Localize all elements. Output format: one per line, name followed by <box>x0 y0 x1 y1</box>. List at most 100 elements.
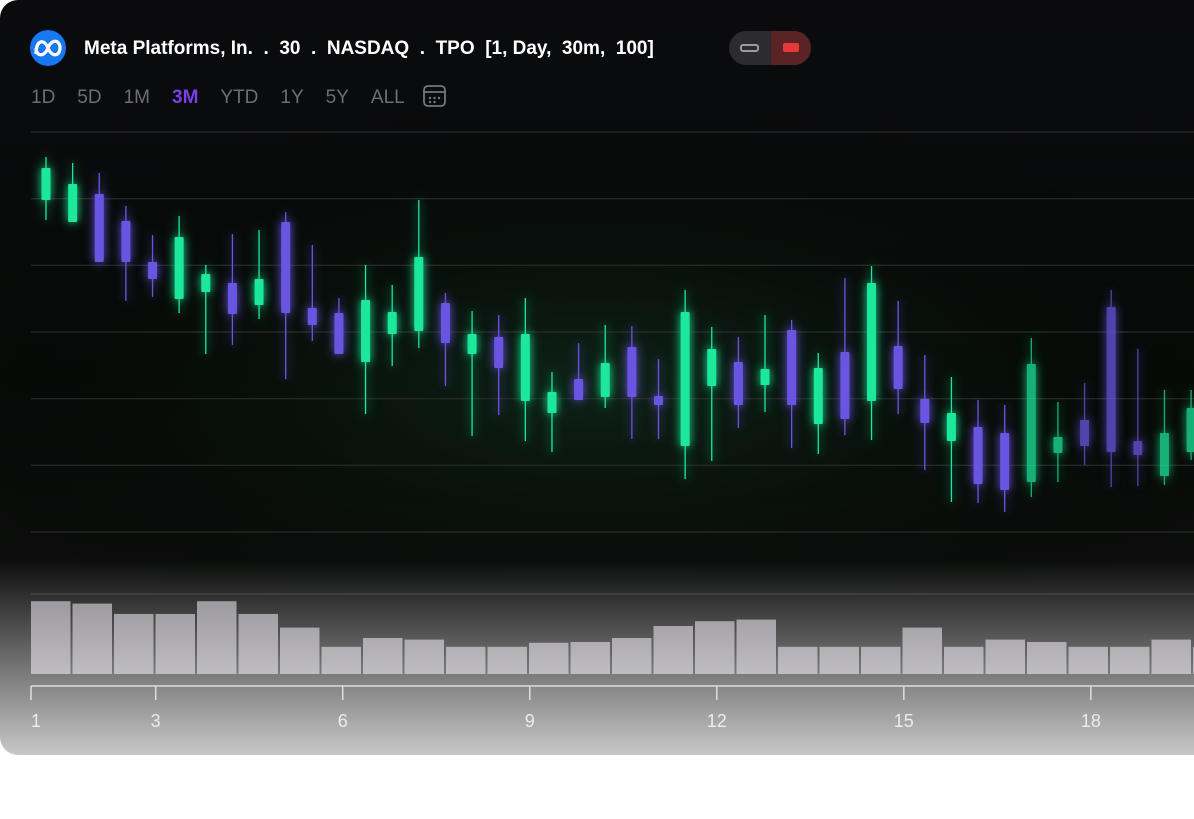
candle-body <box>1000 433 1010 490</box>
candle-body <box>121 221 131 262</box>
candle-body <box>1106 307 1116 452</box>
candle-body <box>41 168 51 200</box>
candle-body <box>787 330 797 405</box>
candle-body <box>361 300 371 362</box>
toggle[interactable] <box>729 31 811 65</box>
candle-body <box>334 313 344 354</box>
candle-body <box>867 283 877 401</box>
candle-body <box>973 427 983 484</box>
candle <box>946 377 956 502</box>
candle-body <box>760 369 770 385</box>
fade-overlay <box>0 560 1194 814</box>
candle <box>494 315 504 415</box>
candle <box>867 266 877 440</box>
range-tab[interactable]: 5Y <box>326 87 350 108</box>
candle-body <box>68 184 78 222</box>
candle-body <box>707 349 717 386</box>
candle <box>840 278 850 435</box>
range-tab[interactable]: 1Y <box>280 87 304 108</box>
candle <box>1133 349 1143 486</box>
candle <box>813 353 823 454</box>
candle-body <box>813 368 823 424</box>
candle-body <box>574 379 584 400</box>
candle <box>760 315 770 412</box>
candle-body <box>281 222 291 313</box>
candle-body <box>227 283 237 314</box>
candle <box>893 301 903 414</box>
candle-body <box>920 399 930 423</box>
logo-mark <box>34 39 62 57</box>
candle <box>94 173 104 262</box>
candle-body <box>307 308 317 325</box>
candle <box>414 200 424 348</box>
candle <box>334 298 344 354</box>
candle-body <box>1053 437 1063 453</box>
candle-body <box>600 363 610 397</box>
candle <box>1000 405 1010 512</box>
candle <box>1026 338 1036 497</box>
candle-body <box>733 362 743 405</box>
candle <box>121 206 131 301</box>
candle-body <box>201 274 211 292</box>
candle <box>307 245 317 341</box>
candle <box>600 325 610 408</box>
candle-body <box>893 346 903 389</box>
candle <box>68 163 78 222</box>
candle-body <box>254 279 264 305</box>
candle-body <box>1186 408 1194 452</box>
candle-body <box>1026 364 1036 482</box>
candle <box>1106 290 1116 487</box>
toggle-icon <box>740 44 759 52</box>
candle <box>41 157 51 220</box>
candle-body <box>840 352 850 419</box>
candle-body <box>414 257 424 331</box>
candle <box>281 212 291 379</box>
candle <box>254 230 264 319</box>
toggle-icon <box>783 43 799 52</box>
chart-title: Meta Platforms, In. . 30 . NASDAQ . TPO … <box>84 38 654 59</box>
candle <box>227 234 237 345</box>
candle <box>707 327 717 461</box>
candle <box>148 235 158 297</box>
candle-body <box>547 392 557 413</box>
candle <box>1159 390 1169 485</box>
candle <box>440 293 450 386</box>
candle-body <box>148 262 158 279</box>
candle-body <box>494 337 504 368</box>
candle <box>201 265 211 354</box>
candle <box>467 311 477 436</box>
candle-body <box>174 237 184 299</box>
candle-body <box>680 312 690 446</box>
candle <box>1080 383 1090 465</box>
candle-body <box>387 312 397 334</box>
candle <box>787 320 797 448</box>
candle <box>520 298 530 441</box>
candle-body <box>467 334 477 354</box>
candle <box>920 355 930 470</box>
candle-body <box>1133 441 1143 455</box>
candle-body <box>653 396 663 405</box>
range-tab[interactable]: 1D <box>31 87 55 108</box>
candle-body <box>627 347 637 397</box>
range-tab[interactable]: 1M <box>124 87 150 108</box>
candle-body <box>1159 433 1169 476</box>
candle <box>973 400 983 503</box>
candle <box>547 372 557 452</box>
calendar-icon[interactable] <box>423 85 446 107</box>
candle-body <box>520 334 530 401</box>
candle-body <box>946 413 956 441</box>
candle <box>653 359 663 439</box>
candle-body <box>94 194 104 262</box>
candle <box>574 343 584 400</box>
range-tab[interactable]: YTD <box>220 87 258 108</box>
candle-body <box>1080 420 1090 446</box>
card-glow <box>0 120 1194 600</box>
range-tab[interactable]: 3M <box>172 87 198 108</box>
candle <box>361 265 371 414</box>
candle-body <box>440 303 450 343</box>
range-tab[interactable]: ALL <box>371 87 405 108</box>
range-tab[interactable]: 5D <box>77 87 101 108</box>
candle <box>733 337 743 428</box>
